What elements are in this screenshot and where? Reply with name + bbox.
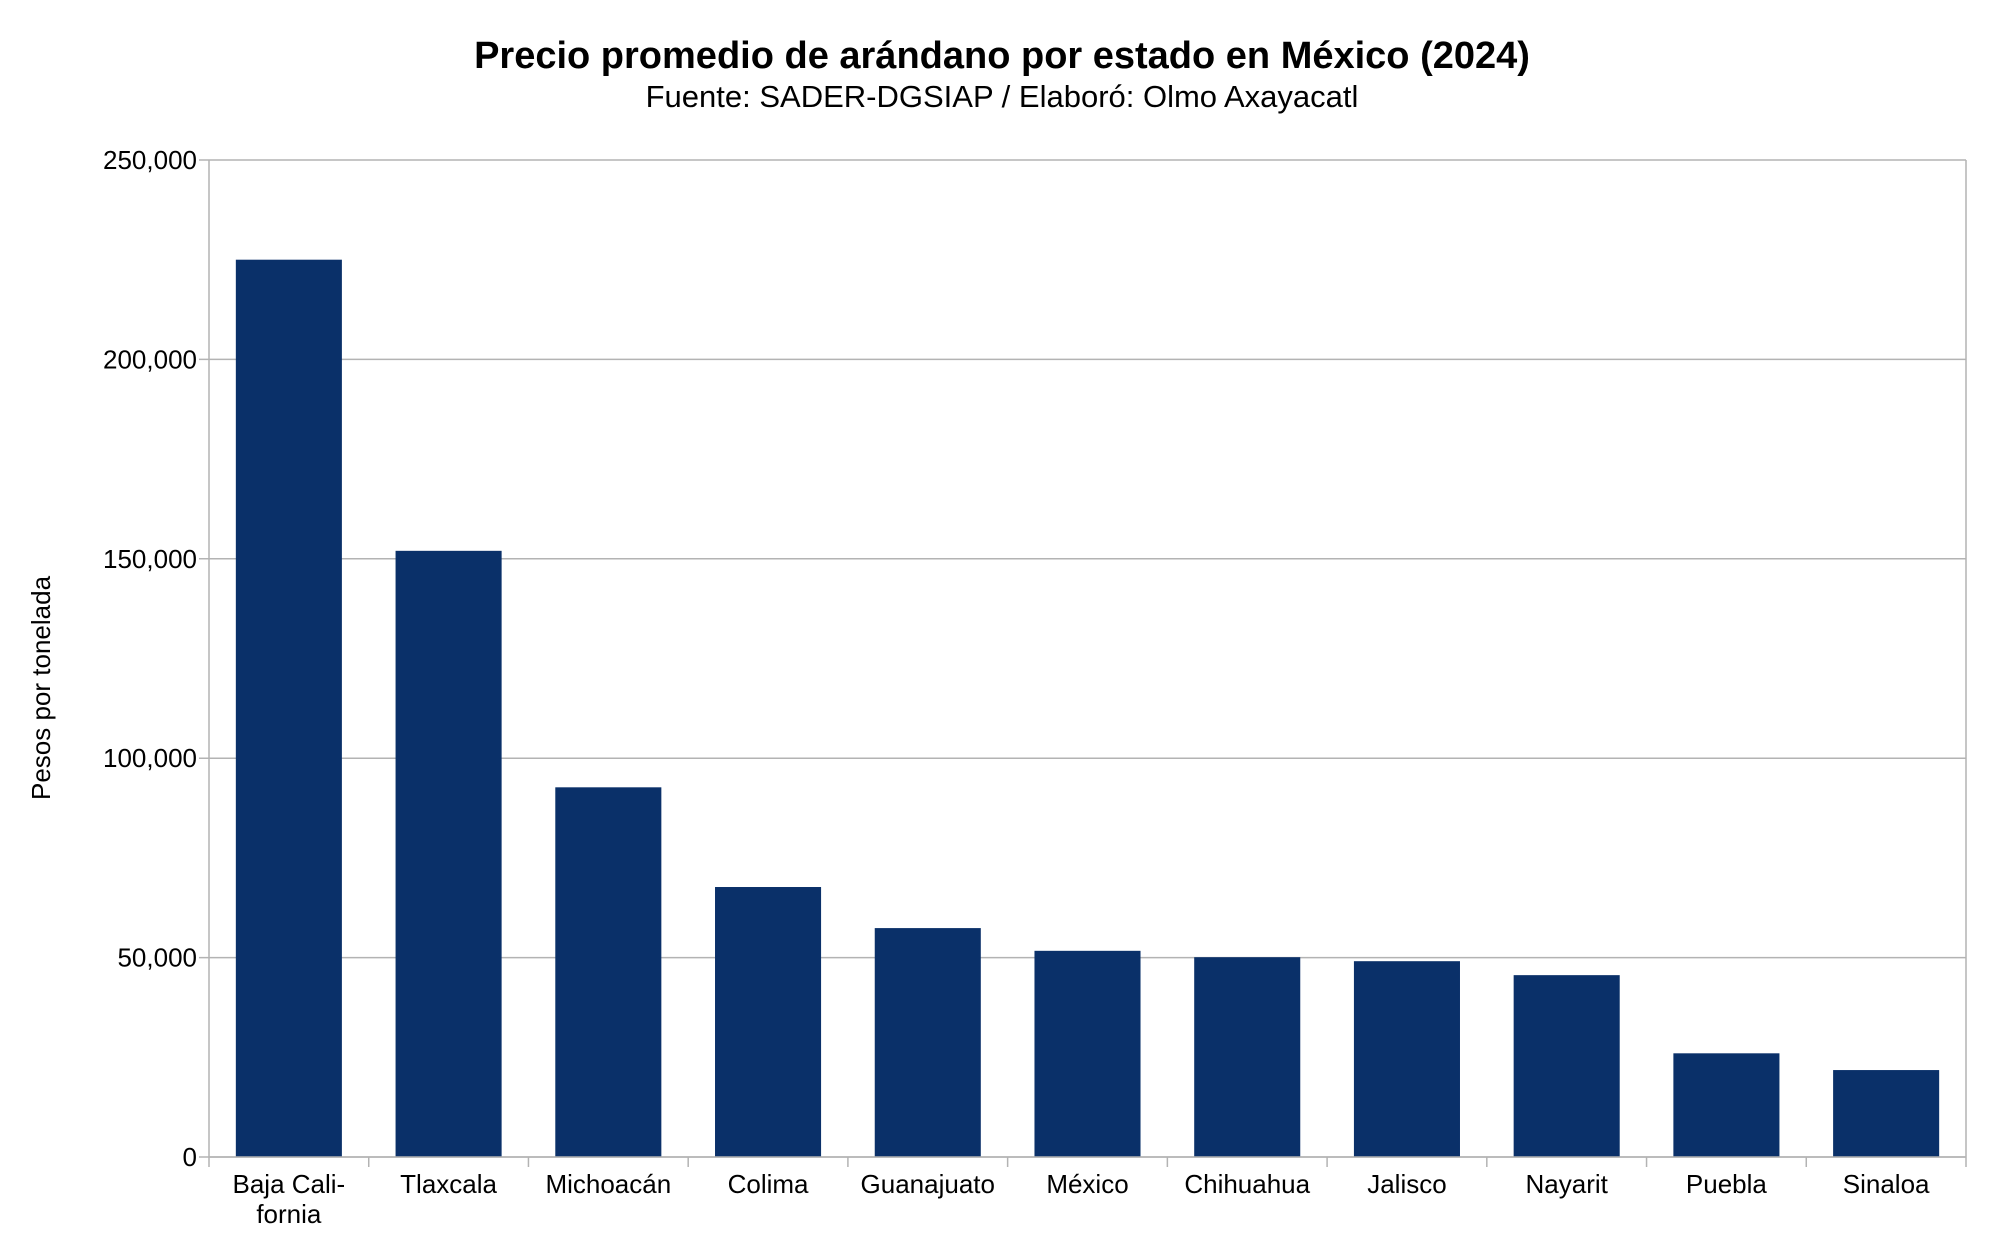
x-tick-label: Baja Cali- <box>233 1169 346 1199</box>
x-tick-label: Colima <box>728 1169 809 1199</box>
y-tick-label: 150,000 <box>103 544 197 574</box>
chart-title: Precio promedio de arándano por estado e… <box>474 35 1530 77</box>
bar <box>235 259 342 1157</box>
x-tick-label: Sinaloa <box>1843 1169 1930 1199</box>
y-tick-label: 0 <box>183 1142 197 1172</box>
bar <box>1034 950 1141 1157</box>
x-tick-label: Nayarit <box>1526 1169 1609 1199</box>
x-tick-label: Guanajuato <box>861 1169 995 1199</box>
y-tick-label: 50,000 <box>117 943 197 973</box>
x-tick-label: fornia <box>256 1199 322 1229</box>
y-axis-label: Pesos por tonelada <box>26 575 56 800</box>
bar <box>715 887 822 1157</box>
x-tick-label: Jalisco <box>1367 1169 1446 1199</box>
x-tick-label: Chihuahua <box>1184 1169 1310 1199</box>
bar <box>1194 957 1301 1157</box>
y-tick-label: 200,000 <box>103 344 197 374</box>
x-tick-label: México <box>1046 1169 1128 1199</box>
bar <box>874 928 981 1157</box>
bar <box>1513 975 1620 1157</box>
x-tick-label: Michoacán <box>545 1169 671 1199</box>
y-tick-label: 100,000 <box>103 743 197 773</box>
bar <box>1673 1053 1780 1157</box>
chart-subtitle: Fuente: SADER-DGSIAP / Elaboró: Olmo Axa… <box>646 79 1359 114</box>
x-tick-label: Puebla <box>1686 1169 1767 1199</box>
y-tick-label: 250,000 <box>103 145 197 175</box>
bar <box>1833 1070 1940 1157</box>
bar <box>395 550 502 1157</box>
bar <box>555 787 662 1157</box>
x-tick-label: Tlaxcala <box>400 1169 497 1199</box>
bar <box>1353 961 1460 1157</box>
